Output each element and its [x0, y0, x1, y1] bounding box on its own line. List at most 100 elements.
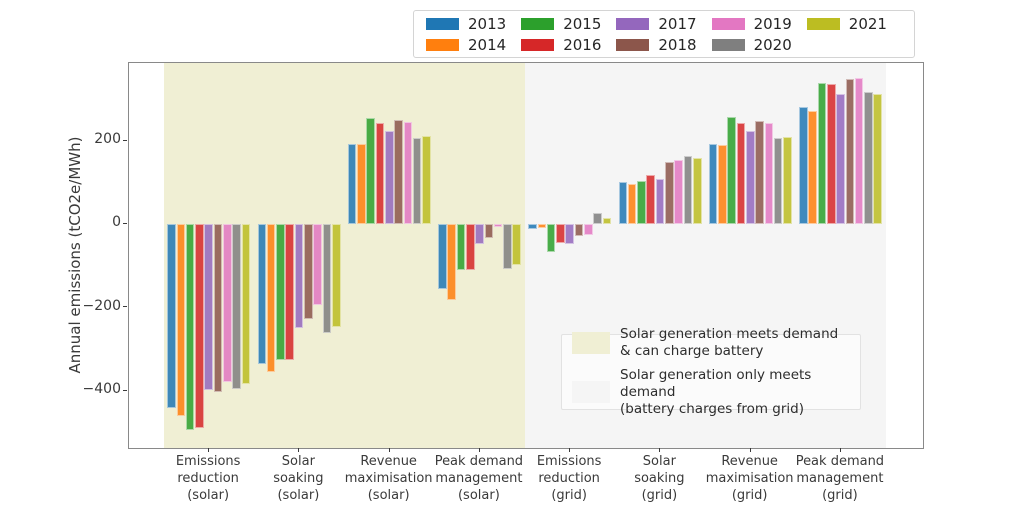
bar-2021-5 [602, 218, 612, 224]
bar-2018-7 [755, 120, 764, 224]
region-legend-label-2: Solar generation only meets demand (batt… [620, 367, 812, 417]
bar-2020-2 [322, 223, 332, 333]
legend-item-2014: 2014 [426, 36, 521, 54]
x-tick-label: Solar soaking (solar) [273, 454, 324, 503]
legend-item-2019: 2019 [711, 15, 807, 33]
legend-item-2016: 2016 [521, 36, 616, 54]
bar-2013-1 [167, 223, 176, 409]
bar-2021-3 [422, 136, 431, 224]
y-tick-label: −400 [82, 381, 121, 397]
x-tick-label: Emissions reduction (grid) [536, 454, 602, 503]
x-tick-mark [298, 448, 300, 452]
region-legend-swatch-1 [572, 332, 610, 355]
bar-2020-4 [503, 223, 512, 270]
bar-2021-4 [512, 223, 522, 265]
bar-2021-2 [331, 223, 341, 327]
bar-2017-7 [745, 131, 755, 224]
bar-2018-5 [574, 223, 584, 236]
y-tick-mark [123, 222, 127, 224]
bar-2018-2 [304, 223, 313, 320]
legend-swatch-2018 [616, 38, 650, 51]
bar-2014-3 [357, 143, 366, 224]
bar-2018-8 [845, 79, 855, 224]
region-legend-row-1: Solar generation meets demand & can char… [572, 326, 850, 360]
bar-2014-4 [447, 223, 456, 301]
x-tick-mark [208, 448, 210, 452]
bar-2019-7 [764, 122, 774, 224]
bar-2020-8 [864, 91, 873, 224]
bar-2014-7 [718, 144, 727, 224]
legend-swatch-2014 [426, 38, 459, 51]
bar-2014-1 [176, 223, 186, 417]
y-tick-label: 0 [112, 214, 121, 231]
bar-2017-1 [204, 223, 214, 391]
legend-item-2015: 2015 [521, 15, 616, 33]
bar-2017-8 [836, 93, 845, 224]
legend-item-2020: 2020 [711, 35, 807, 54]
legend-item-2013: 2013 [426, 15, 521, 33]
bar-2015-8 [817, 83, 827, 224]
bar-2017-6 [655, 178, 665, 224]
bar-2018-3 [394, 120, 403, 224]
bar-2016-1 [195, 223, 204, 429]
bar-2021-6 [692, 158, 702, 224]
legend-label-2015: 2015 [563, 14, 602, 33]
bar-2020-1 [232, 223, 241, 389]
y-tick-label: 200 [94, 131, 121, 147]
bar-2017-2 [294, 223, 304, 328]
bar-2016-4 [465, 223, 475, 270]
bar-2016-7 [736, 122, 746, 224]
y-tick-mark [123, 389, 127, 391]
legend-label-2018: 2018 [658, 35, 697, 54]
x-tick-mark [749, 448, 751, 452]
region-legend-label-1: Solar generation meets demand & can char… [620, 326, 839, 360]
bar-2013-4 [438, 223, 447, 289]
bar-2019-6 [674, 159, 683, 224]
region-legend: Solar generation meets demand & can char… [561, 326, 861, 417]
y-tick-mark [123, 139, 127, 141]
bar-2013-5 [528, 223, 537, 229]
legend-label-2021: 2021 [848, 14, 887, 33]
x-tick-label: Solar soaking (grid) [634, 454, 685, 503]
x-tick-mark [478, 448, 480, 452]
bar-2020-5 [593, 212, 602, 224]
bar-2021-1 [241, 223, 251, 384]
bar-2014-8 [808, 110, 817, 224]
bar-2020-3 [412, 137, 422, 224]
legend-swatch-2013 [426, 17, 459, 30]
legend-label-2013: 2013 [468, 14, 507, 33]
bar-2016-5 [556, 223, 565, 243]
bar-2013-3 [347, 143, 357, 224]
bar-2019-3 [403, 122, 413, 224]
bar-2017-5 [565, 223, 575, 244]
legend-item-2021: 2021 [806, 14, 902, 33]
x-tick-label: Revenue maximisation (grid) [705, 454, 794, 503]
bar-2016-3 [375, 122, 385, 224]
bar-2016-2 [285, 223, 295, 361]
legend-label-2017: 2017 [658, 14, 697, 33]
x-tick-label: Peak demand management (solar) [434, 454, 524, 503]
bar-2019-5 [584, 223, 593, 236]
legend-swatch-2015 [521, 17, 555, 30]
bar-2016-8 [826, 83, 836, 224]
bar-2017-3 [384, 130, 394, 224]
legend-swatch-2020 [711, 38, 745, 51]
bar-2015-6 [637, 180, 646, 224]
y-axis-label: Annual emissions (tCO2e/MWh) [66, 136, 84, 374]
bar-2015-7 [727, 116, 736, 224]
x-tick-mark [659, 448, 661, 452]
bar-2013-7 [708, 143, 718, 224]
x-tick-label: Emissions reduction (solar) [175, 454, 241, 503]
y-tick-mark [123, 306, 127, 308]
bar-2015-2 [276, 223, 285, 360]
bar-2015-4 [456, 223, 466, 270]
bar-2020-6 [683, 155, 693, 224]
bar-2014-2 [266, 223, 276, 372]
bar-2019-4 [493, 223, 503, 228]
bar-2016-6 [646, 174, 656, 224]
legend-label-2020: 2020 [753, 35, 792, 54]
bar-2014-5 [537, 223, 547, 229]
x-tick-mark [569, 448, 571, 452]
x-tick-mark [388, 448, 390, 452]
bar-2013-8 [799, 106, 808, 224]
